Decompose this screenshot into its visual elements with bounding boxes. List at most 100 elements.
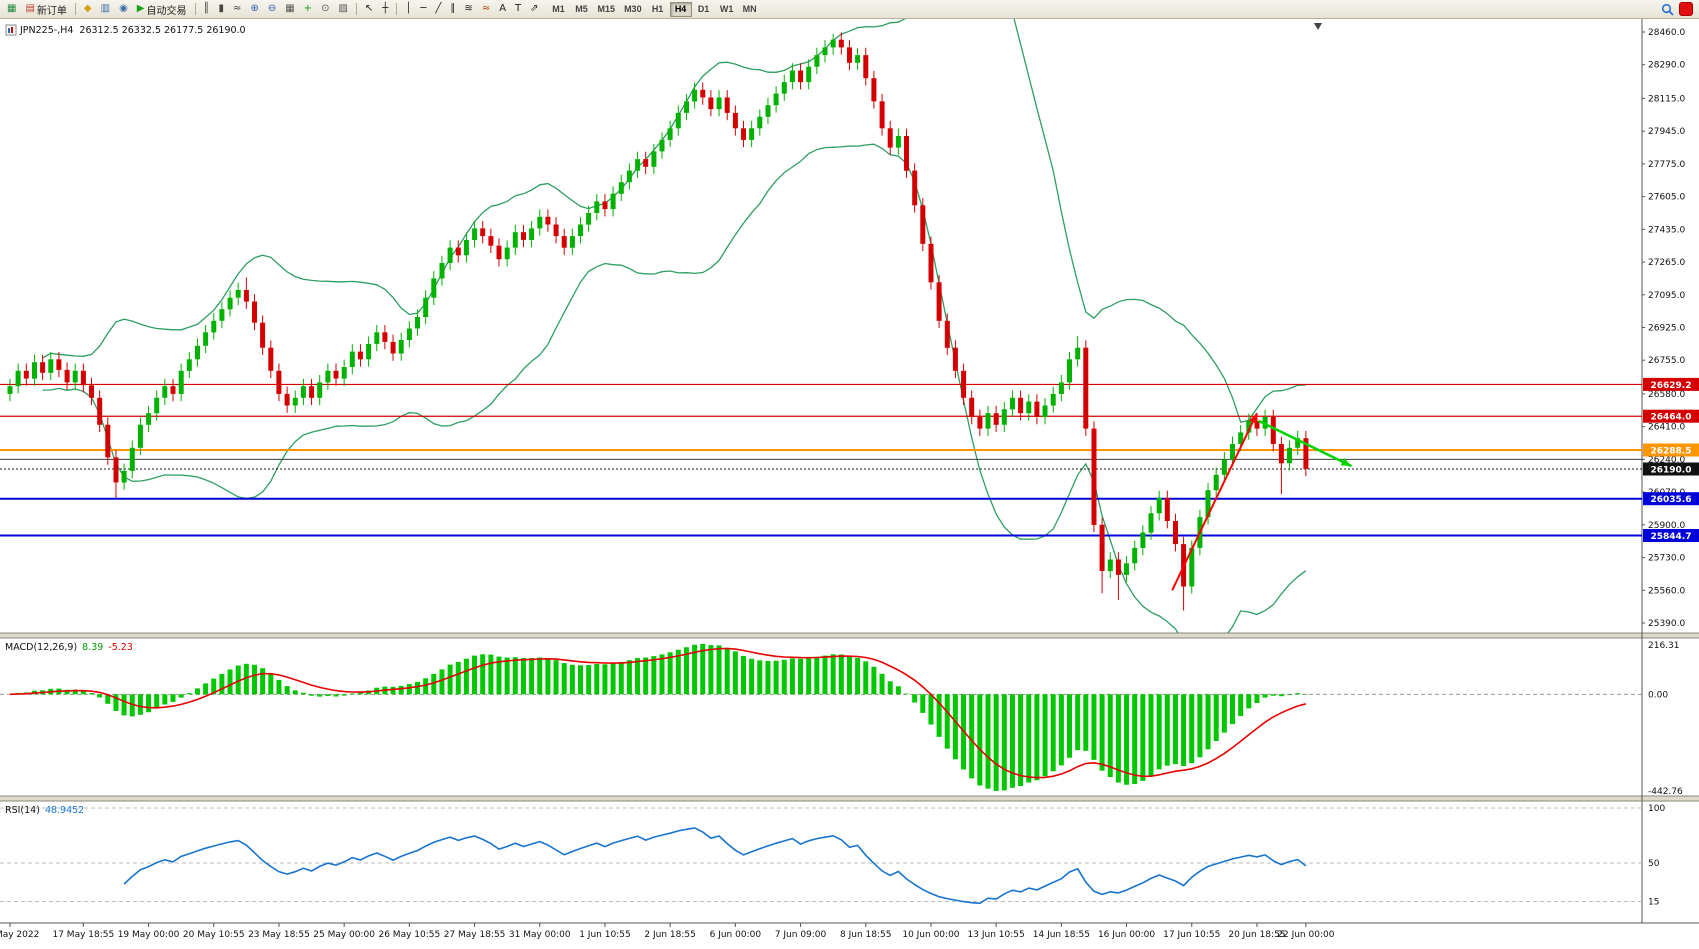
toolbar-right xyxy=(1661,2,1696,16)
time-axis-label: 10 Jun 00:00 xyxy=(902,930,959,940)
candlestick-chart-icon: ▮ xyxy=(218,3,225,14)
channel-tool-button[interactable]: ∥ xyxy=(446,1,459,17)
elliott-wave-tool-button[interactable]: ≈ xyxy=(478,1,494,17)
bar-chart-button[interactable]: ║ xyxy=(200,1,214,17)
search-icon[interactable] xyxy=(1661,3,1674,16)
time-axis-label: 1 Jun 10:55 xyxy=(579,930,630,940)
timeframe-d1[interactable]: D1 xyxy=(693,2,715,17)
price-tag-label: 26464.0 xyxy=(1651,413,1692,423)
zoom-in-button[interactable]: ⊕ xyxy=(246,1,262,17)
price-tag-label: 25844.7 xyxy=(1651,532,1692,542)
rsi-line xyxy=(123,827,1307,905)
cursor-tool-button[interactable]: ↖ xyxy=(361,1,377,17)
vertical-line-tool-button[interactable]: │ xyxy=(401,1,415,17)
timeframe-mn[interactable]: MN xyxy=(739,2,761,17)
panel-divider-1[interactable] xyxy=(0,633,1699,638)
new-order-icon: ▤ xyxy=(25,3,35,14)
candlestick-chart-button[interactable]: ▮ xyxy=(215,1,229,17)
timeframe-m5[interactable]: M5 xyxy=(571,2,593,17)
periods-icon: ⊙ xyxy=(321,3,330,14)
time-axis-label: 27 May 18:55 xyxy=(444,930,506,940)
arrows-tool-button[interactable]: ⇗ xyxy=(526,1,542,17)
time-axis-label: 17 Jun 10:55 xyxy=(1163,930,1220,940)
macd-panel: 216.31 0.00 -442.76 MACD(12,26,9) 8.39 -5.23 xyxy=(0,641,1683,797)
timeframe-m1[interactable]: M1 xyxy=(548,2,570,17)
timeframe-w1[interactable]: W1 xyxy=(716,2,738,17)
price-axis-label: 28460.0 xyxy=(1648,28,1685,38)
toolbar-separator xyxy=(396,3,398,15)
timeframe-h1[interactable]: H1 xyxy=(647,2,669,17)
main-panel xyxy=(0,19,1642,633)
macd-label: MACD(12,26,9) 8.39 -5.23 xyxy=(5,642,133,653)
price-axis-label: 27265.0 xyxy=(1648,258,1685,268)
text-tool-icon: A xyxy=(499,3,507,14)
timeframe-h4[interactable]: H4 xyxy=(669,1,692,17)
autotrading-button[interactable]: ▶ 自动交易 xyxy=(133,1,191,17)
data-window-icon: ▥ xyxy=(100,3,111,14)
chart-area[interactable]: JPN225-,H4 26312.5 26332.5 26177.5 26190.… xyxy=(0,19,1699,944)
price-axis-label: 27775.0 xyxy=(1648,160,1685,170)
new-order-button[interactable]: ▤ 新订单 xyxy=(21,1,70,17)
macd-axis-min: -442.76 xyxy=(1648,787,1683,797)
line-chart-icon: ≈ xyxy=(233,3,242,14)
price-axis-label: 27435.0 xyxy=(1648,225,1685,235)
channel-tool-icon: ∥ xyxy=(450,3,456,14)
new-chart-button[interactable]: ▦ xyxy=(3,1,20,17)
price-tag-label: 26035.6 xyxy=(1651,495,1692,505)
fibonacci-tool-button[interactable]: ≋ xyxy=(460,1,476,17)
trendline-tool-button[interactable]: ╱ xyxy=(431,1,445,17)
tile-windows-button[interactable]: ▦ xyxy=(281,1,298,17)
time-axis-label: 17 May 18:55 xyxy=(52,930,114,940)
time-axis-label: 20 May 10:55 xyxy=(183,930,245,940)
text-tool-button[interactable]: A xyxy=(495,1,510,17)
projection-down-arrow[interactable] xyxy=(1258,419,1353,468)
crosshair-tool-button[interactable]: ┼ xyxy=(378,1,392,17)
navigator-button[interactable]: ◉ xyxy=(115,1,132,17)
panel-divider-2[interactable] xyxy=(0,796,1699,801)
rsi-level-label: 50 xyxy=(1648,859,1660,869)
cursor-tool-icon: ↖ xyxy=(364,3,374,14)
text-label-tool-icon: T xyxy=(515,3,522,14)
price-axis-label: 28290.0 xyxy=(1648,61,1685,71)
navigator-icon: ◉ xyxy=(119,3,128,14)
chart-shift-marker[interactable] xyxy=(1314,23,1322,30)
crosshair-tool-icon: ┼ xyxy=(382,3,389,14)
text-label-tool-button[interactable]: T xyxy=(511,1,525,17)
price-tag xyxy=(1643,409,1699,423)
indicators-add-button[interactable]: + xyxy=(300,1,316,17)
market-watch-button[interactable]: ◆ xyxy=(80,1,96,17)
templates-button[interactable]: ▨ xyxy=(334,1,351,17)
impulse-up-arrow[interactable] xyxy=(1171,412,1258,591)
time-axis-label: 6 Jun 00:00 xyxy=(710,930,762,940)
horizontal-line-tool-button[interactable]: ─ xyxy=(416,1,430,17)
price-axis-label: 26925.0 xyxy=(1648,324,1685,334)
price-axis-label: 25730.0 xyxy=(1648,554,1685,564)
macd-axis-max: 216.31 xyxy=(1648,641,1680,651)
elliott-wave-tool-icon: ≈ xyxy=(481,3,491,14)
data-window-button[interactable]: ▥ xyxy=(97,1,114,17)
new-chart-icon: ▦ xyxy=(7,3,17,14)
line-chart-button[interactable]: ≈ xyxy=(229,1,245,17)
rsi-level-label: 15 xyxy=(1648,898,1659,908)
zoom-out-button[interactable]: ⊖ xyxy=(264,1,280,17)
price-tag-label: 26190.0 xyxy=(1651,466,1692,476)
vertical-line-tool-icon: │ xyxy=(405,3,412,14)
price-axis-label: 26755.0 xyxy=(1648,356,1685,366)
macd-signal-line xyxy=(9,647,1307,779)
time-axis-label: 16 May 2022 xyxy=(0,930,39,940)
price-tag xyxy=(1643,443,1699,457)
timeframe-m30[interactable]: M30 xyxy=(620,2,646,17)
periods-button[interactable]: ⊙ xyxy=(317,1,333,17)
zoom-out-icon: ⊖ xyxy=(267,3,277,14)
notification-badge[interactable] xyxy=(1679,2,1693,16)
chart-title: JPN225-,H4 26312.5 26332.5 26177.5 26190.… xyxy=(19,25,246,36)
price-axis-label: 26580.0 xyxy=(1648,390,1685,400)
price-axis-label: 25900.0 xyxy=(1648,521,1685,531)
toolbar-separator xyxy=(355,3,357,15)
toolbar-separator xyxy=(74,3,76,15)
rsi-label: RSI(14) 48.9452 xyxy=(5,805,84,816)
timeframe-m15[interactable]: M15 xyxy=(594,2,620,17)
time-axis-label: 20 Jun 18:55 xyxy=(1228,930,1285,940)
candles xyxy=(7,32,1309,611)
